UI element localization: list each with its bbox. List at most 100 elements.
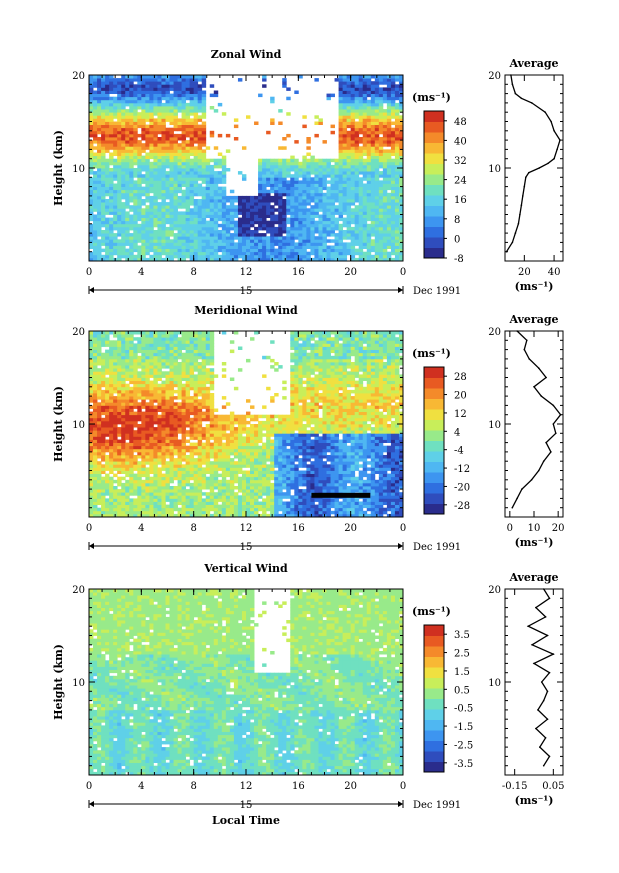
heatmap-cell: [310, 168, 315, 172]
heatmap-cell: [338, 199, 344, 203]
heatmap-cell: [233, 242, 239, 246]
heatmap-cell: [306, 208, 311, 212]
heatmap-cell: [117, 405, 122, 409]
heatmap-cell: [145, 448, 150, 453]
heatmap-cell: [105, 349, 110, 354]
heatmap-cell: [346, 208, 352, 212]
heatmap-cell: [221, 245, 227, 249]
heatmap-cell: [209, 223, 215, 228]
heatmap-cell: [105, 368, 110, 372]
heatmap-cell: [241, 254, 247, 259]
heatmap-cell: [161, 161, 166, 166]
heatmap-cell: [338, 226, 344, 231]
heatmap-cell: [374, 133, 380, 138]
heatmap-cell: [121, 362, 126, 366]
heatmap-cell: [129, 368, 134, 372]
heatmap-cell: [157, 161, 162, 166]
profile-point: [520, 204, 523, 206]
heatmap-cell: [221, 168, 227, 172]
heatmap-cell: [153, 152, 158, 156]
heatmap-cell: [109, 427, 114, 431]
heatmap-cell: [298, 214, 303, 218]
heatmap-cell: [113, 183, 118, 187]
heatmap-cell: [109, 109, 114, 113]
heatmap-cell: [334, 217, 339, 222]
heatmap-cell: [209, 239, 215, 243]
heatmap-cell: [354, 146, 360, 150]
heatmap-cell: [93, 81, 98, 85]
heatmap-cell: [101, 433, 106, 437]
heatmap-cell: [169, 464, 174, 468]
heatmap-cell: [109, 365, 114, 369]
heatmap-cell: [97, 337, 102, 341]
heatmap-cell: [270, 208, 275, 212]
heatmap-cell: [386, 127, 392, 132]
profile-y-tick-label: 10: [488, 164, 501, 175]
heatmap-cell: [201, 155, 207, 160]
heatmap-cell: [133, 137, 138, 141]
heatmap-cell: [201, 112, 207, 116]
heatmap-cell: [141, 226, 146, 231]
heatmap-cell: [149, 208, 154, 212]
profile-point: [531, 102, 533, 104]
heatmap-cell: [145, 368, 150, 372]
heatmap-cell: [314, 230, 319, 234]
heatmap-cell: [137, 433, 142, 437]
heatmap-cell: [225, 233, 231, 237]
heatmap-cell: [149, 365, 154, 369]
heatmap-cell: [109, 202, 114, 206]
heatmap-cell: [390, 248, 396, 253]
heatmap-cell: [97, 340, 102, 344]
heatmap-cell: [113, 495, 118, 499]
heatmap-cell: [205, 189, 211, 194]
heatmap-cell: [394, 146, 400, 150]
heatmap-cell: [161, 195, 166, 200]
heatmap-cell: [250, 199, 255, 203]
heatmap-cell: [282, 211, 287, 215]
heatmap-cell: [117, 84, 122, 88]
heatmap-cell: [161, 420, 166, 425]
heatmap-cell: [145, 334, 150, 338]
heatmap-cell: [153, 143, 158, 147]
heatmap-cell: [225, 245, 231, 249]
heatmap-cell: [145, 78, 150, 82]
heatmap-cell: [350, 208, 356, 212]
heatmap-cell: [322, 205, 327, 209]
heatmap-cell: [165, 408, 170, 412]
heatmap-cell: [398, 230, 404, 234]
heatmap-cell: [145, 402, 150, 406]
heatmap-cell: [145, 513, 150, 518]
heatmap-cell: [193, 115, 199, 119]
heatmap-cell: [382, 236, 388, 240]
heatmap-cell: [177, 199, 182, 203]
heatmap-cell: [398, 106, 404, 110]
heatmap-cell: [394, 223, 400, 228]
heatmap-cell: [209, 248, 215, 253]
heatmap-cell: [141, 233, 146, 237]
heatmap-cell: [89, 257, 94, 262]
heatmap-cell: [266, 177, 271, 181]
heatmap-cell: [322, 174, 327, 178]
heatmap-cell: [342, 195, 348, 200]
heatmap-cell: [161, 112, 166, 116]
heatmap-cell: [350, 239, 356, 243]
heatmap-cell: [358, 192, 364, 197]
heatmap-cell: [97, 331, 102, 335]
heatmap-cell: [354, 143, 360, 147]
heatmap-cell: [370, 168, 376, 172]
heatmap-cell: [197, 127, 203, 132]
heatmap-cell: [137, 396, 142, 400]
heatmap-cell: [342, 106, 348, 110]
heatmap-cell: [89, 337, 94, 341]
heatmap-cell: [133, 84, 138, 88]
heatmap-cell: [113, 402, 118, 406]
x-tick-label: 20: [344, 267, 357, 278]
heatmap-cell: [217, 192, 223, 197]
heatmap-cell: [113, 461, 118, 465]
heatmap-cell: [105, 174, 110, 178]
heatmap-cell: [370, 254, 376, 259]
heatmap-cell: [246, 115, 251, 119]
heatmap-cell: [173, 248, 178, 253]
heatmap-cell: [294, 230, 299, 234]
heatmap-cell: [390, 99, 396, 104]
